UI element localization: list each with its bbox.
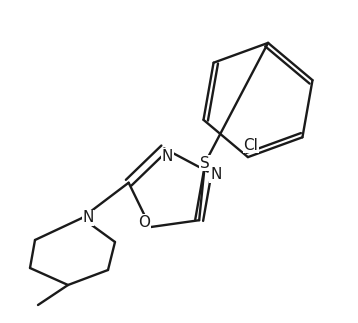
Text: Cl: Cl (243, 138, 258, 153)
Text: O: O (138, 214, 150, 230)
Text: N: N (161, 149, 173, 164)
Text: N: N (82, 211, 94, 225)
Text: N: N (210, 167, 222, 182)
Text: S: S (200, 155, 210, 171)
